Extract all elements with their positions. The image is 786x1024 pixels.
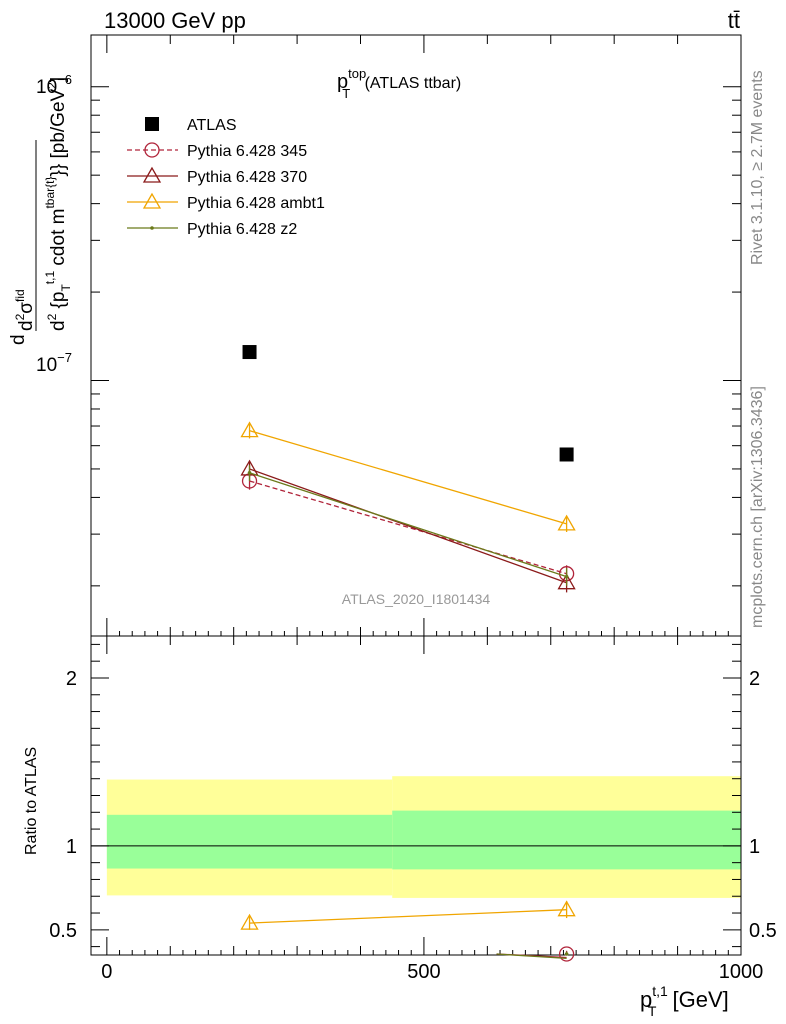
ratio-plot-panel: 0.5 0.5 1 1 2 2 0 500 1000 Ratio to ATLAS pt,1 T … <box>23 635 777 1019</box>
legend-p370-label: Pythia 6.428 370 <box>187 169 307 186</box>
ratio-ambt1-point <box>557 900 576 917</box>
atlas-point <box>559 447 574 462</box>
xlabel: pt,1 T [GeV] <box>640 983 729 1019</box>
main-ylabel: d d2σfid d2 {pTt,1 cdot mtbar{t}}} [pb/G… <box>8 77 73 345</box>
rivet-version-label: Rivet 3.1.10, ≥ 2.7M events <box>749 70 766 265</box>
main-axis-ticks <box>91 35 742 636</box>
legend-atlas-marker <box>145 117 159 131</box>
legend-z2-marker <box>150 226 154 230</box>
ratio-ytick-label: 0.5 <box>49 920 77 942</box>
xtick-label: 0 <box>101 961 112 983</box>
analysis-id-label: ATLAS_2020_I1801434 <box>342 591 491 607</box>
ratio-band-inner-1 <box>392 810 741 870</box>
legend-ambt1-label: Pythia 6.428 ambt1 <box>187 195 325 212</box>
atlas-point <box>242 345 257 360</box>
z2-line <box>249 472 567 578</box>
ytick-label-1e-7: 10−7 <box>36 350 72 376</box>
main-data-marks <box>240 345 576 593</box>
main-plot-panel: ptop T (ATLAS ttbar) 10−6 10−7 d d2σfid d… <box>8 34 742 637</box>
energy-label: 13000 GeV pp <box>104 8 246 33</box>
z2-point <box>247 471 252 475</box>
svg-text:d: d <box>8 334 29 345</box>
p345-line <box>249 480 567 575</box>
ratio-z2-point <box>564 952 569 956</box>
ratio-ytick-label: 1 <box>66 836 77 858</box>
xtick-label: 1000 <box>719 961 764 983</box>
ratio-ambt1-point <box>240 913 259 930</box>
legend-ambt1-marker <box>142 192 162 209</box>
xtick-label: 500 <box>407 961 440 983</box>
ratio-axis-ticks: 0.5 0.5 1 1 2 2 0 500 1000 <box>49 636 777 983</box>
ratio-data-marks <box>240 900 576 962</box>
z2-point <box>564 574 569 579</box>
ambt1-point <box>557 514 576 531</box>
ylabel-numerator: d2σfid <box>13 289 37 331</box>
process-label: tt̄ <box>728 8 740 33</box>
ambt1-line <box>249 430 567 525</box>
ratio-ambt1-line <box>249 909 567 924</box>
ratio-ytick-label-right: 0.5 <box>749 920 777 942</box>
legend-p345-marker <box>144 142 160 158</box>
ratio-z2-line <box>496 953 567 960</box>
legend-p345-label: Pythia 6.428 345 <box>187 143 307 160</box>
p370-line <box>249 468 567 584</box>
ytick-label-1e-6: 10−6 <box>36 72 72 98</box>
ratio-p345-point <box>558 946 575 962</box>
ratio-ylabel: Ratio to ATLAS <box>23 747 40 855</box>
plot-title: ptop T (ATLAS ttbar) <box>337 66 461 101</box>
ratio-uncertainty-bands <box>91 776 741 898</box>
ratio-band-inner-0 <box>106 814 393 869</box>
legend-z2-label: Pythia 6.428 z2 <box>187 221 297 238</box>
p370-point <box>557 573 576 590</box>
legend-atlas-label: ATLAS <box>187 117 237 134</box>
mcplots-label: mcplots.cern.ch [arXiv:1306.3436] <box>749 386 766 628</box>
ratio-ytick-label: 2 <box>66 668 77 690</box>
legend: ATLAS Pythia 6.428 345 Pythia 6.428 370 Pyt… <box>127 117 325 238</box>
ratio-ytick-label-right: 2 <box>749 668 760 690</box>
ratio-ytick-label-right: 1 <box>749 836 760 858</box>
ylabel-denominator: d2 {pTt,1 cdot mtbar{t}}} [pb/GeV2] <box>43 77 73 331</box>
legend-p370-marker <box>142 166 162 183</box>
ambt1-point <box>240 421 259 438</box>
